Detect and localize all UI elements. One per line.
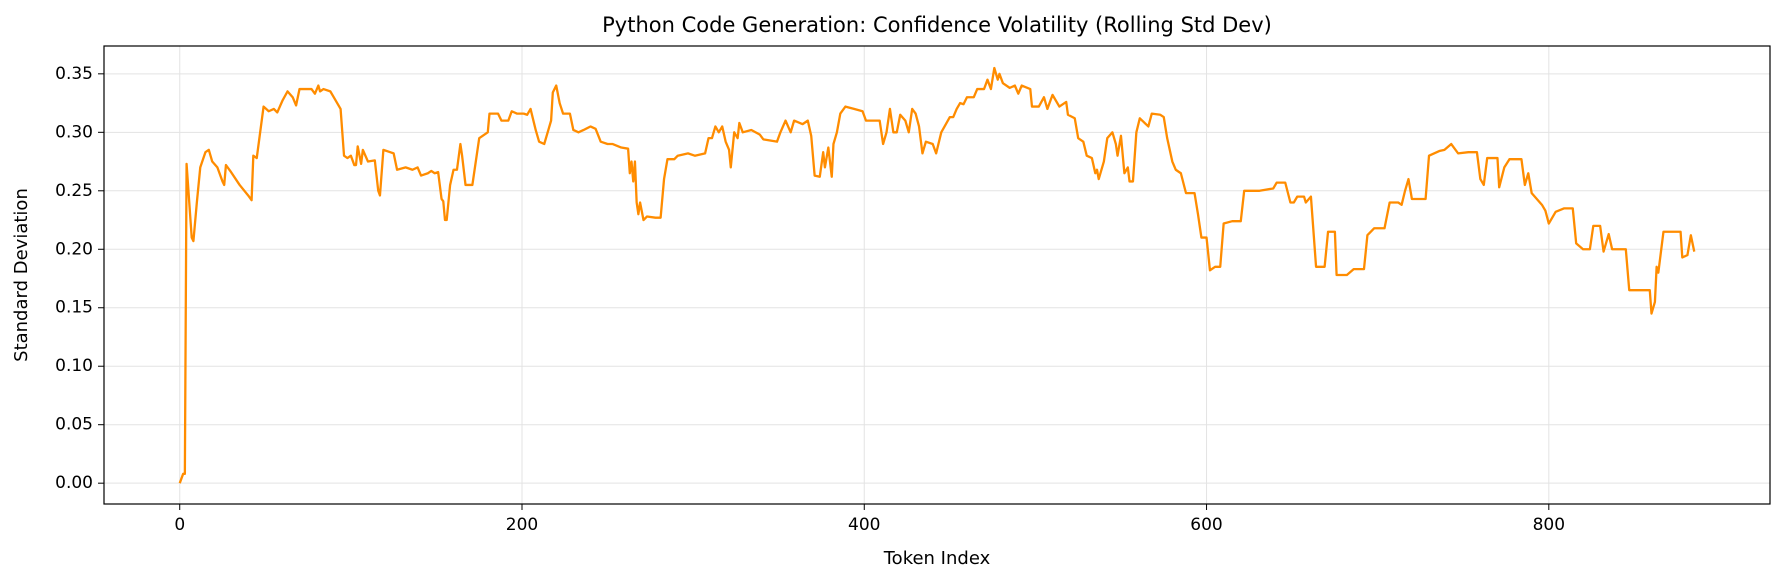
x-tick-label: 800 <box>1533 515 1565 535</box>
y-tick-label: 0.00 <box>55 473 93 493</box>
y-tick-label: 0.20 <box>55 239 93 259</box>
y-tick-label: 0.30 <box>55 122 93 142</box>
y-tick-label: 0.35 <box>55 64 93 84</box>
chart-title: Python Code Generation: Confidence Volat… <box>602 13 1272 37</box>
y-tick-label: 0.10 <box>55 356 93 376</box>
y-tick-label: 0.15 <box>55 298 93 318</box>
y-tick-label: 0.25 <box>55 181 93 201</box>
y-axis-label: Standard Deviation <box>11 188 32 362</box>
x-tick-label: 200 <box>506 515 538 535</box>
x-tick-label: 600 <box>1190 515 1222 535</box>
y-tick-label: 0.05 <box>55 415 93 435</box>
x-tick-label: 400 <box>848 515 880 535</box>
plot-frame <box>103 45 1771 505</box>
x-tick-label: 0 <box>174 515 185 535</box>
x-axis-label: Token Index <box>883 548 991 569</box>
data-line <box>178 66 1696 484</box>
